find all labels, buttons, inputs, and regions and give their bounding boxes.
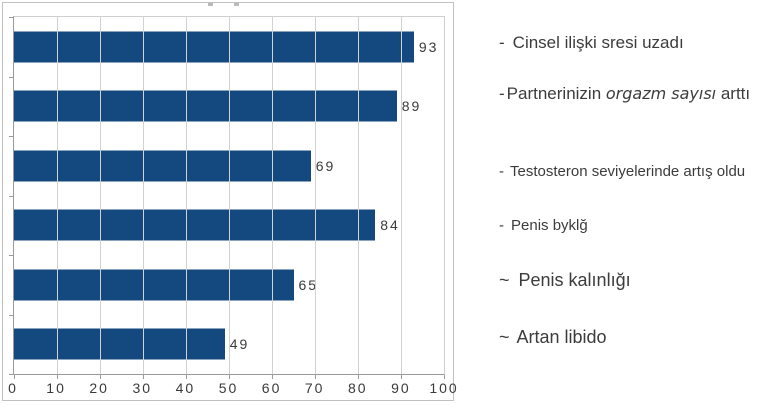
x-axis-tick-label: 20 [89,380,109,396]
y-axis-tick [9,255,13,256]
y-axis-tick [9,17,13,18]
x-axis-tick-label: 30 [132,380,153,396]
x-axis-tick-label: 50 [218,380,239,396]
gridline [229,17,230,374]
x-axis-tick [229,375,230,379]
bar-value-label: 65 [298,276,319,293]
bar-value-label: 93 [418,38,439,55]
bar [14,328,225,360]
annotation-artan-libido: ~ Artan libido [499,327,607,348]
dash-bullet: - [499,33,505,52]
x-axis-tick [14,375,15,379]
y-axis-tick [9,136,13,137]
dash-bullet: - [499,217,504,234]
tilde-bullet: ~ [499,270,510,290]
x-axis-tick [315,375,316,379]
gridline [186,17,187,374]
annotation-penis-buyuklugu: - Penis byklğ [499,217,588,234]
annotation-penis-kalinligi: ~ Penis kalınlığı [499,270,631,291]
clipped-title-remnant [234,3,239,6]
x-axis-tick-label: 10 [46,380,66,396]
dash-bullet: - [499,84,505,103]
annotation-cinsel-iliski: - Cinsel ilişki sresi uzadı [499,33,684,53]
annotation-text: Testosteron seviyelerinde artış oldu [510,163,746,180]
y-axis-tick [9,195,13,197]
bar [14,209,376,241]
dash-bullet: - [499,163,504,180]
bar [14,269,294,301]
gridline [358,17,359,374]
bar [14,31,414,63]
bar-chart: 93 89 69 84 65 49 0 10 20 30 40 50 60 70 80 90 100 [2,2,457,401]
gridline [143,17,144,374]
annotation-text: arttı [716,84,751,103]
bar-value-label: 84 [380,217,400,234]
bar-row: 84 [14,196,444,256]
annotation-text-italic: orgazm sayısı [605,84,717,103]
annotation-testosteron: - Testosteron seviyelerinde artış oldu [499,163,745,180]
tilde-bullet: ~ [499,327,510,347]
y-axis-tick [9,374,13,375]
gridline [100,17,101,374]
annotation-text: Partnerinizin [506,84,606,103]
x-axis-tick-labels: 0 10 20 30 40 50 60 70 80 90 100 [8,380,457,398]
bar [14,90,397,122]
x-axis-tick-label: 100 [429,380,459,396]
gridline [57,17,58,374]
y-axis-tick [9,314,13,316]
annotation-text: Cinsel ilişki sresi uzadı [512,33,684,52]
bar-rows: 93 89 69 84 65 49 [14,17,444,374]
x-axis-tick-label: 0 [8,380,18,396]
annotation-text: Artan libido [516,327,607,347]
bar-row: 93 [14,17,444,77]
x-axis-tick [143,375,144,379]
x-axis-tick [272,375,273,379]
bar-row: 65 [14,255,444,315]
x-axis-tick [358,375,359,379]
x-axis-tick-label: 80 [348,380,368,396]
bar-row: 89 [14,77,444,137]
x-axis-tick [444,375,445,379]
bar-value-label: 69 [315,157,336,174]
x-axis-tick-label: 70 [304,380,325,396]
annotation-text: Penis byklğ [511,217,588,234]
annotation-partner-orgazm: - Partnerinizin orgazm sayısı arttı [499,84,750,104]
gridline [401,17,402,374]
gridline [315,17,316,374]
y-axis-tick [9,76,13,78]
bar-value-label: 89 [401,98,422,115]
plot-area: 93 89 69 84 65 49 [9,16,445,379]
gridline [272,17,273,374]
x-axis-tick-label: 90 [391,380,411,396]
bar-value-label: 49 [229,336,250,353]
x-axis-tick [401,375,402,379]
bar-row: 49 [14,315,444,375]
bar-row: 69 [14,136,444,196]
annotation-text: Penis kalınlığı [518,270,631,290]
x-axis-tick [57,375,58,379]
bar [14,150,311,182]
x-axis-tick [100,375,101,379]
x-axis-tick-label: 60 [261,380,282,396]
x-axis-tick-label: 40 [175,380,196,396]
x-axis-tick [186,375,187,379]
clipped-title-remnant [208,3,213,6]
